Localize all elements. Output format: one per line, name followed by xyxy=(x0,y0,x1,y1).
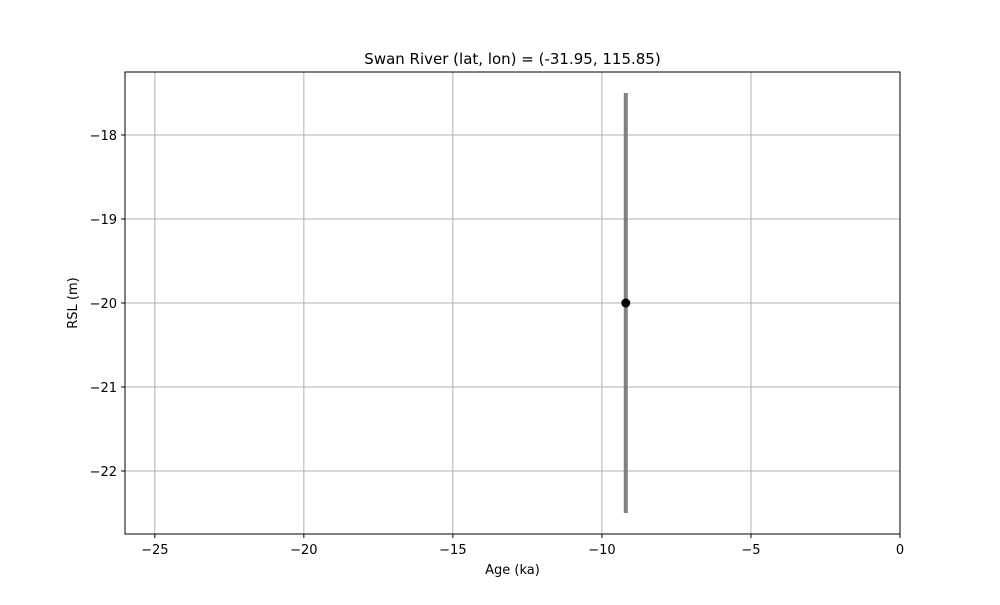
chart-title: Swan River (lat, lon) = (-31.95, 115.85) xyxy=(364,50,660,68)
x-tick-label: −5 xyxy=(741,543,760,558)
x-tick-label: −15 xyxy=(439,543,466,558)
x-tick-label: −20 xyxy=(290,543,317,558)
data-points xyxy=(621,93,631,513)
axis-ticks: −25 −20 −15 −10 −5 0 −22 −21 −20 −19 −18 xyxy=(90,129,905,558)
x-axis-label: Age (ka) xyxy=(485,563,540,578)
grid-lines xyxy=(125,72,901,534)
y-tick-label: −21 xyxy=(90,381,117,396)
x-tick-label: −25 xyxy=(141,543,168,558)
x-tick-label: 0 xyxy=(896,543,904,558)
data-point xyxy=(621,298,631,308)
y-tick-label: −20 xyxy=(90,297,117,312)
y-tick-label: −19 xyxy=(90,213,117,228)
x-tick-label: −10 xyxy=(588,543,615,558)
y-tick-label: −22 xyxy=(90,465,117,480)
y-axis-label: RSL (m) xyxy=(66,277,81,328)
y-tick-label: −18 xyxy=(90,129,117,144)
